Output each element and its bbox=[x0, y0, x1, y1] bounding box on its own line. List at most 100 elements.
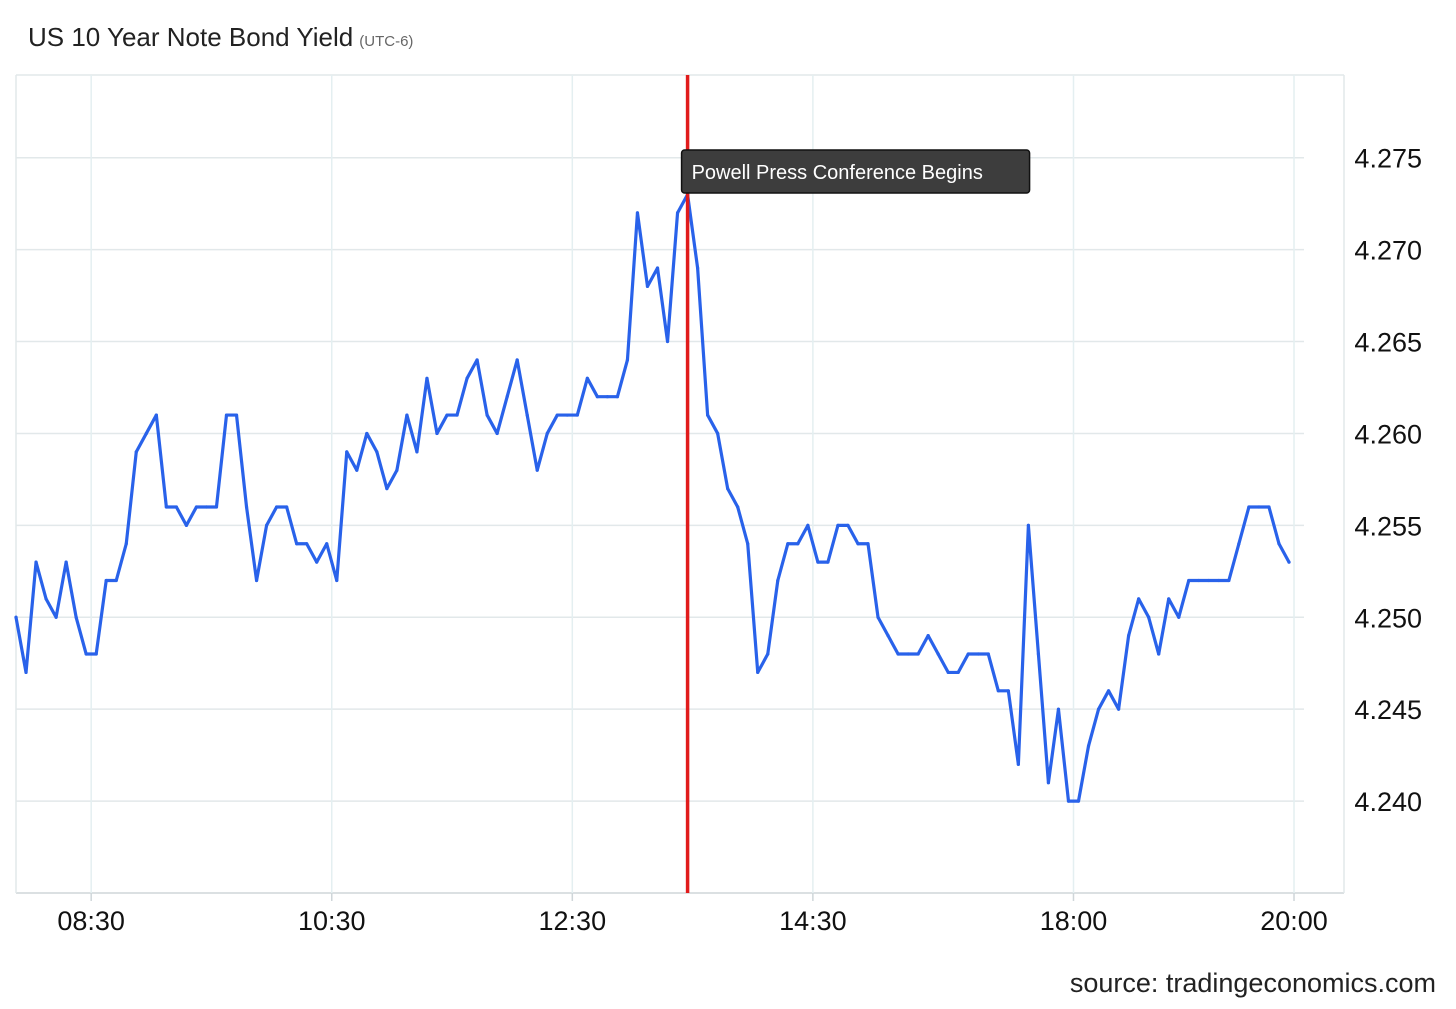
annotation-text: Powell Press Conference Begins bbox=[692, 162, 983, 184]
y-tick-label: 4.265 bbox=[1354, 328, 1422, 358]
data-point bbox=[1016, 762, 1020, 766]
data-point bbox=[736, 505, 740, 509]
source-credit: source: tradingeconomics.com bbox=[1069, 968, 1436, 998]
axis-layer: 4.240 4.245 4.250 4.255 4.260 4.265 4.270 4.275… bbox=[57, 144, 1422, 936]
data-point bbox=[1157, 652, 1161, 656]
data-point bbox=[1167, 597, 1171, 601]
data-point bbox=[224, 413, 229, 417]
data-point bbox=[295, 542, 299, 546]
data-point bbox=[665, 339, 670, 344]
data-point bbox=[44, 597, 48, 601]
data-point bbox=[756, 670, 760, 675]
y-tick-label: 4.255 bbox=[1354, 511, 1422, 541]
data-point bbox=[986, 652, 990, 656]
data-point bbox=[1106, 689, 1111, 693]
data-point bbox=[966, 652, 970, 656]
data-point bbox=[1117, 707, 1121, 711]
data-point bbox=[425, 376, 429, 380]
y-tick-label: 4.275 bbox=[1354, 144, 1422, 174]
data-point bbox=[886, 634, 890, 638]
data-point bbox=[1147, 615, 1151, 619]
data-point bbox=[1277, 542, 1281, 546]
y-tick-label: 4.250 bbox=[1354, 603, 1422, 633]
grid-layer bbox=[15, 74, 1345, 901]
data-point bbox=[1177, 615, 1181, 619]
data-point bbox=[876, 615, 880, 619]
data-point bbox=[305, 542, 309, 546]
data-point bbox=[385, 487, 389, 491]
data-point bbox=[1086, 744, 1091, 748]
data-point bbox=[84, 652, 88, 656]
x-tick-label: 10:30 bbox=[298, 906, 366, 936]
annotation-box bbox=[680, 149, 1031, 194]
data-point bbox=[906, 652, 910, 656]
data-point bbox=[515, 358, 519, 362]
data-point bbox=[1207, 578, 1211, 583]
data-point bbox=[94, 652, 98, 656]
data-point bbox=[244, 505, 249, 509]
data-point bbox=[375, 450, 379, 454]
data-point bbox=[1127, 634, 1131, 638]
data-point bbox=[34, 560, 38, 564]
data-point bbox=[495, 431, 499, 436]
data-point bbox=[214, 505, 219, 509]
data-point bbox=[866, 542, 870, 546]
data-point bbox=[766, 652, 770, 656]
data-point bbox=[64, 560, 68, 564]
data-point bbox=[946, 670, 950, 675]
data-point bbox=[154, 413, 158, 417]
data-point bbox=[956, 670, 960, 675]
data-point bbox=[1217, 578, 1221, 583]
data-point bbox=[545, 431, 549, 436]
x-tick-label: 18:00 bbox=[1040, 906, 1108, 936]
data-point bbox=[485, 413, 489, 417]
data-point bbox=[575, 413, 579, 417]
data-point bbox=[726, 487, 730, 491]
y-tick-label: 4.240 bbox=[1354, 787, 1422, 817]
chart-subtitle: (UTC-6) bbox=[359, 33, 414, 50]
data-point bbox=[234, 413, 239, 417]
data-point bbox=[936, 652, 940, 656]
data-point bbox=[856, 542, 860, 546]
data-point bbox=[1096, 707, 1101, 711]
data-point bbox=[455, 413, 459, 417]
data-point bbox=[786, 542, 790, 546]
annotation-layer: Powell Press Conference Begins bbox=[680, 75, 1031, 893]
data-point bbox=[24, 670, 28, 675]
data-point bbox=[184, 523, 188, 527]
x-tick-label: 14:30 bbox=[779, 906, 847, 936]
data-point bbox=[355, 468, 359, 472]
data-point bbox=[194, 505, 199, 509]
data-point bbox=[254, 578, 259, 583]
chart-title-block: US 10 Year Note Bond Yield (UTC-6) bbox=[28, 22, 413, 53]
data-point bbox=[1137, 597, 1141, 601]
data-point bbox=[976, 652, 980, 656]
data-point bbox=[996, 689, 1000, 693]
data-point bbox=[1076, 799, 1081, 803]
data-point bbox=[335, 578, 339, 583]
data-point bbox=[1046, 781, 1051, 785]
data-point bbox=[555, 413, 559, 417]
data-point bbox=[395, 468, 399, 472]
data-point bbox=[325, 542, 329, 546]
data-point bbox=[1036, 652, 1041, 656]
data-point bbox=[415, 450, 419, 454]
data-point bbox=[746, 542, 750, 546]
x-tick-label: 12:30 bbox=[539, 906, 607, 936]
data-point bbox=[435, 431, 439, 436]
data-point bbox=[204, 505, 209, 509]
data-point bbox=[615, 395, 620, 399]
data-point bbox=[816, 560, 820, 564]
data-point bbox=[716, 431, 720, 436]
data-point bbox=[1247, 505, 1251, 509]
y-tick-label: 4.270 bbox=[1354, 236, 1422, 266]
data-point bbox=[926, 634, 930, 638]
data-point bbox=[1066, 799, 1071, 803]
data-point bbox=[565, 413, 569, 417]
data-point bbox=[776, 578, 780, 583]
series-layer bbox=[14, 192, 1291, 803]
data-point bbox=[74, 615, 78, 619]
data-point bbox=[104, 578, 108, 583]
data-point bbox=[826, 560, 830, 564]
